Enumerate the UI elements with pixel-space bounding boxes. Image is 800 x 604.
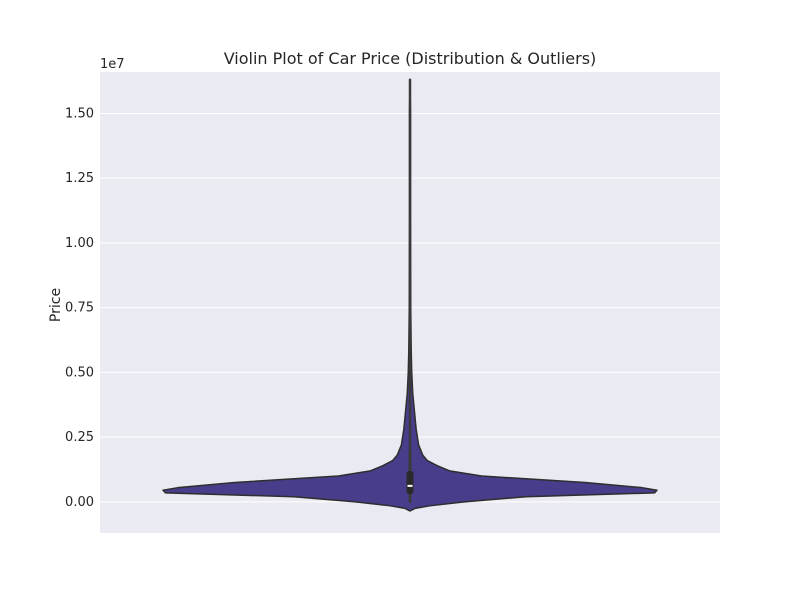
y-tick-label: 0.50 bbox=[65, 365, 94, 380]
interquartile-box bbox=[406, 470, 414, 495]
y-tick-label: 1.25 bbox=[65, 171, 94, 186]
y-tick-label: 0.75 bbox=[65, 301, 94, 316]
y-tick-label: 0.25 bbox=[65, 430, 94, 445]
inner-box bbox=[406, 78, 414, 504]
y-axis-label: Price bbox=[48, 288, 64, 322]
y-tick-label: 1.00 bbox=[65, 236, 94, 251]
y-tick-label: 0.00 bbox=[65, 495, 94, 510]
chart-title: Violin Plot of Car Price (Distribution &… bbox=[224, 49, 597, 68]
y-axis-offset-label: 1e7 bbox=[100, 57, 125, 72]
y-axis-ticks: 0.00 0.25 0.50 0.75 1.00 1.25 1.50 bbox=[65, 106, 94, 509]
y-tick-label: 1.50 bbox=[65, 106, 94, 121]
